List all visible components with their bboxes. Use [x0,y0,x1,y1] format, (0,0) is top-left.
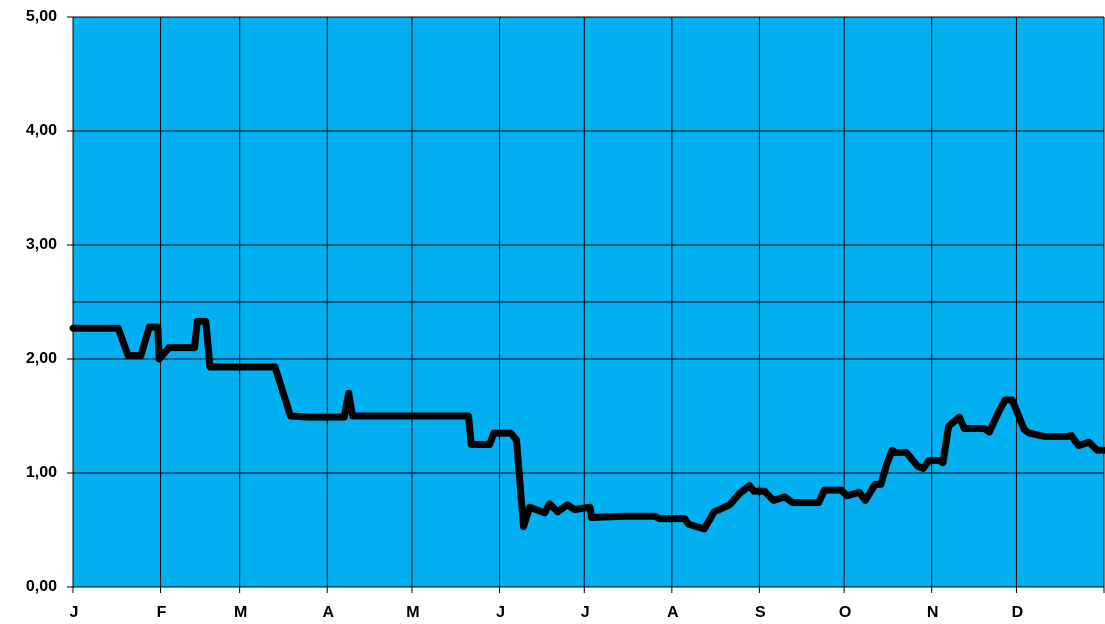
x-tick-label: S [755,604,766,621]
y-tick-label: 4,00 [26,122,57,139]
x-tick-label: N [927,604,939,621]
y-tick-label: 1,00 [26,464,57,481]
x-tick-label: J [496,604,505,621]
y-tick-label: 5,00 [26,8,57,25]
x-tick-label: J [581,604,590,621]
y-tick-label: 0,00 [26,578,57,595]
x-tick-label: M [234,604,247,621]
y-tick-label: 3,00 [26,236,57,253]
data-line [69,317,1105,533]
x-tick-label: D [1012,604,1024,621]
x-tick-label: A [667,604,679,621]
x-tick-label: O [839,604,851,621]
x-tick-label: A [322,604,334,621]
x-tick-label: F [157,604,167,621]
x-tick-label: J [70,604,79,621]
x-tick-label: M [406,604,419,621]
y-tick-label: 2,00 [26,350,57,367]
